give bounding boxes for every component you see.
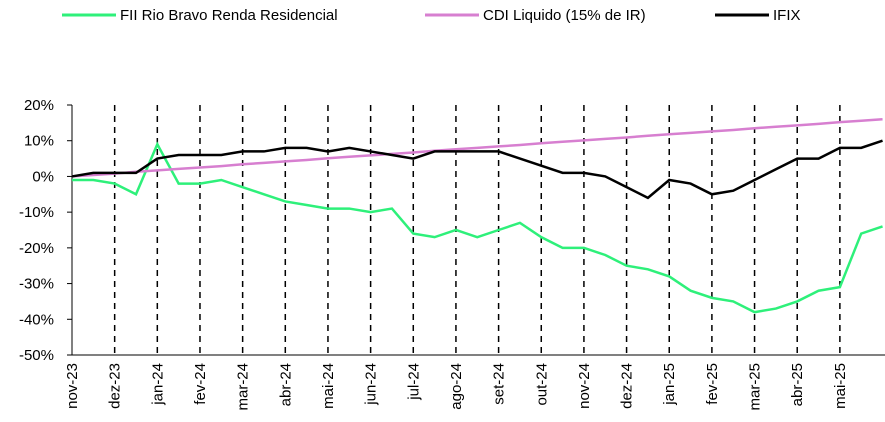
x-tick-label: ago-24 (448, 363, 465, 410)
series-line (72, 141, 883, 314)
y-tick-label: -20% (19, 240, 54, 257)
series-line (71, 118, 883, 178)
series-line (71, 139, 883, 200)
x-tick-label: fev-24 (192, 363, 209, 405)
y-tick-label: -30% (19, 276, 54, 293)
x-tick-label: abr-24 (277, 363, 294, 406)
x-tick-label: nov-23 (64, 363, 81, 409)
y-tick-label: -40% (19, 311, 54, 328)
x-tick-label: jul-24 (405, 363, 422, 401)
x-tick-label: mai-24 (320, 363, 337, 409)
x-tick-label: mar-24 (235, 363, 252, 411)
x-tick-label: mai-25 (832, 363, 849, 409)
x-tick-label: jan-25 (661, 363, 678, 406)
legend-label: FII Rio Bravo Renda Residencial (120, 7, 338, 24)
y-tick-label: 10% (24, 133, 54, 150)
x-tick-label: jun-24 (363, 363, 380, 406)
legend-label: IFIX (773, 7, 801, 24)
x-tick-label: out-24 (533, 363, 550, 406)
y-tick-label: 20% (24, 97, 54, 114)
y-tick-label: 0% (32, 168, 54, 185)
x-tick-label: nov-24 (576, 363, 593, 409)
y-tick-label: -10% (19, 204, 54, 221)
x-tick-label: mar-25 (747, 363, 764, 411)
y-tick-label: -50% (19, 347, 54, 364)
x-tick-label: dez-24 (619, 363, 636, 409)
x-tick-label: jan-24 (149, 363, 166, 406)
x-tick-label: abr-25 (789, 363, 806, 406)
legend-label: CDI Liquido (15% de IR) (483, 7, 646, 24)
x-tick-label: dez-23 (107, 363, 124, 409)
x-tick-label: set-24 (491, 363, 508, 405)
x-tick-label: fev-25 (704, 363, 721, 405)
